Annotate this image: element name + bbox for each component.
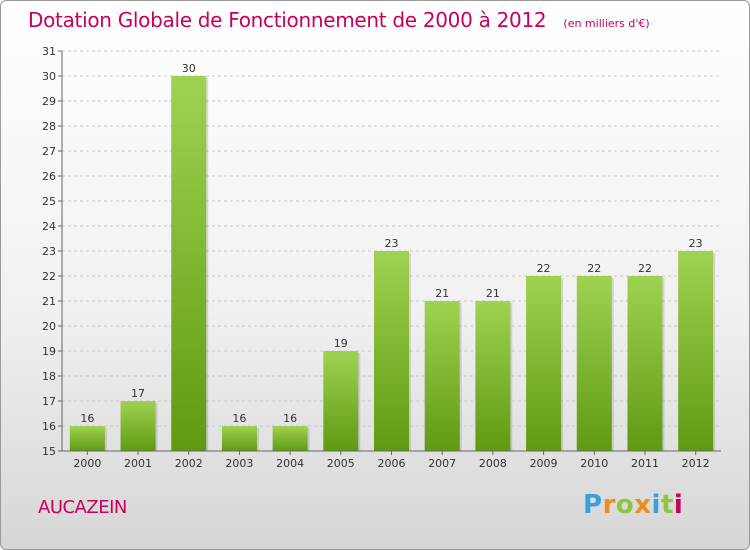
logo-letter: i <box>673 490 684 520</box>
bar <box>526 276 562 451</box>
bar <box>374 251 409 451</box>
bar-value-label: 21 <box>486 287 500 300</box>
y-tick-label: 30 <box>42 70 56 83</box>
logo-letter: r <box>602 490 616 520</box>
x-tick-label: 2008 <box>479 457 507 470</box>
y-tick-label: 22 <box>42 270 56 283</box>
y-tick-label: 26 <box>42 170 56 183</box>
logo-letter: t <box>660 490 674 520</box>
x-tick-label: 2004 <box>276 457 304 470</box>
bar <box>69 426 105 451</box>
chart-title: Dotation Globale de Fonctionnement de 20… <box>28 8 547 32</box>
x-tick-label: 2005 <box>327 457 355 470</box>
y-tick-label: 27 <box>42 145 56 158</box>
x-tick-label: 2007 <box>428 457 456 470</box>
y-tick-label: 31 <box>42 45 56 58</box>
bar-value-label: 17 <box>131 387 145 400</box>
y-tick-label: 15 <box>42 445 56 458</box>
x-tick-label: 2011 <box>631 457 659 470</box>
logo-letter: o <box>615 490 635 520</box>
title-row: Dotation Globale de Fonctionnement de 20… <box>28 8 650 32</box>
x-tick-label: 2001 <box>124 457 152 470</box>
label-layer: 16 2000 17 2001 30 2002 16 2003 16 2004 19 2005 23 20… <box>73 62 709 470</box>
y-tick-label: 20 <box>42 320 56 333</box>
bar <box>627 276 663 451</box>
bar-value-label: 16 <box>283 412 297 425</box>
bar-value-label: 22 <box>638 262 652 275</box>
bar-value-label: 16 <box>80 412 94 425</box>
logo-letter: i <box>651 490 661 520</box>
x-tick-label: 2000 <box>73 457 101 470</box>
bar <box>678 251 714 451</box>
x-tick-label: 2010 <box>580 457 608 470</box>
bar <box>171 76 207 451</box>
bar-layer <box>69 76 716 451</box>
y-tick-label: 19 <box>42 345 56 358</box>
x-tick-label: 2009 <box>530 457 558 470</box>
bar <box>576 276 612 451</box>
logo-letter: P <box>583 490 603 520</box>
axis-layer: 15 16 17 18 19 20 21 22 23 24 25 26 27 28 29 30 31 <box>42 45 721 458</box>
x-tick-label: 2006 <box>378 457 406 470</box>
bar-value-label: 30 <box>182 62 196 75</box>
bar <box>272 426 308 451</box>
y-tick-label: 17 <box>42 395 56 408</box>
bar-value-label: 22 <box>537 262 551 275</box>
y-tick-label: 23 <box>42 245 56 258</box>
x-tick-label: 2002 <box>175 457 203 470</box>
logo-letter: x <box>634 490 652 520</box>
bar-value-label: 22 <box>587 262 601 275</box>
y-tick-label: 25 <box>42 195 56 208</box>
y-tick-label: 28 <box>42 120 56 133</box>
y-tick-label: 16 <box>42 420 56 433</box>
bar-value-label: 23 <box>385 237 399 250</box>
y-tick-label: 29 <box>42 95 56 108</box>
bar-value-label: 16 <box>232 412 246 425</box>
bar <box>424 301 460 451</box>
bar-value-label: 19 <box>334 337 348 350</box>
y-tick-label: 18 <box>42 370 56 383</box>
proxiti-logo[interactable]: Proxiti <box>583 490 683 520</box>
bar-value-label: 21 <box>435 287 449 300</box>
y-tick-label: 21 <box>42 295 56 308</box>
bar <box>475 301 511 451</box>
x-tick-label: 2003 <box>225 457 253 470</box>
commune-name: AUCAZEIN <box>38 497 127 518</box>
bar <box>120 401 156 451</box>
y-tick-label: 24 <box>42 220 56 233</box>
x-tick-label: 2012 <box>682 457 710 470</box>
chart-subtitle: (en milliers d'€) <box>563 17 650 30</box>
bar <box>323 351 359 451</box>
bar <box>221 426 257 451</box>
bar-value-label: 23 <box>689 237 703 250</box>
